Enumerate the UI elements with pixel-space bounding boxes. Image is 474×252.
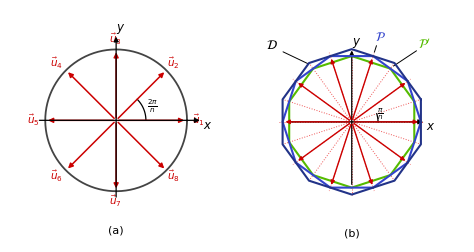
Text: $x$: $x$ — [426, 120, 436, 133]
Text: $x$: $x$ — [203, 119, 212, 132]
Text: $\mathcal{D}$: $\mathcal{D}$ — [266, 39, 278, 52]
Text: $\vec{u}_8$: $\vec{u}_8$ — [167, 169, 180, 184]
Text: (a): (a) — [109, 225, 124, 235]
Text: $\vec{u}_1$: $\vec{u}_1$ — [192, 113, 205, 128]
Text: $\vec{u}_4$: $\vec{u}_4$ — [50, 56, 63, 72]
Text: $\vec{u}_3$: $\vec{u}_3$ — [109, 32, 122, 47]
Text: $\frac{\pi}{n}$: $\frac{\pi}{n}$ — [377, 106, 384, 122]
Text: $\mathcal{P}'$: $\mathcal{P}'$ — [418, 37, 431, 52]
Text: $\vec{u}_6$: $\vec{u}_6$ — [50, 169, 63, 184]
Text: $\frac{2\pi}{n}$: $\frac{2\pi}{n}$ — [147, 98, 158, 115]
Text: (b): (b) — [344, 229, 360, 239]
Text: $\vec{u}_2$: $\vec{u}_2$ — [167, 56, 180, 72]
Text: $\vec{u}_5$: $\vec{u}_5$ — [27, 113, 39, 128]
Text: $y$: $y$ — [352, 36, 361, 50]
Text: $\vec{u}_7$: $\vec{u}_7$ — [109, 194, 122, 209]
Text: $y$: $y$ — [117, 22, 126, 36]
Text: $\mathcal{P}$: $\mathcal{P}$ — [375, 31, 386, 44]
